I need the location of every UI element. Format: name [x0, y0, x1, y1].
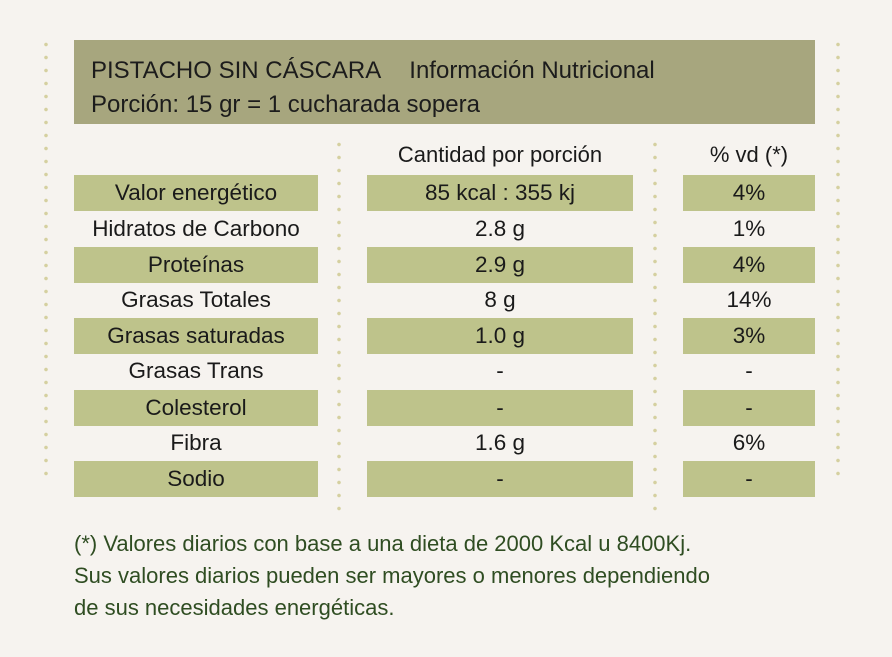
dotted-border-right: [836, 38, 840, 484]
nutrient-name: Valor energético: [74, 175, 318, 211]
column-header-amount: Cantidad por porción: [397, 142, 603, 167]
nutrient-amount: 2.8 g: [474, 216, 526, 241]
nutrient-daily-value: 4%: [683, 247, 815, 283]
nutrient-daily-value: -: [683, 461, 815, 497]
nutrient-daily-value: 3%: [683, 318, 815, 354]
nutrient-amount: 2.9 g: [367, 247, 633, 283]
nutrient-name: Grasas saturadas: [74, 318, 318, 354]
header-title-line: PISTACHO SIN CÁSCARA Información Nutricio…: [91, 54, 815, 88]
footnote: (*) Valores diarios con base a una dieta…: [74, 528, 874, 624]
nutrient-name: Colesterol: [74, 390, 318, 426]
nutrient-daily-value: 14%: [726, 287, 772, 312]
nutrient-name: Grasas Trans: [128, 358, 264, 383]
nutrient-amount: -: [367, 461, 633, 497]
nutrient-daily-value: -: [745, 358, 753, 383]
footnote-line-3: de sus necesidades energéticas.: [74, 595, 395, 620]
nutrient-amount: 1.6 g: [474, 430, 526, 455]
nutrient-amount: -: [367, 390, 633, 426]
nutrient-name: Fibra: [170, 430, 222, 455]
nutrient-name: Proteínas: [74, 247, 318, 283]
column-header-daily-value: % vd (*): [709, 142, 789, 167]
nutrition-info-title: Información Nutricional: [409, 57, 655, 84]
footnote-line-2: Sus valores diarios pueden ser mayores o…: [74, 563, 710, 588]
nutrient-amount: 85 kcal : 355 kj: [367, 175, 633, 211]
nutrient-daily-value: 6%: [732, 430, 766, 455]
nutrient-daily-value: -: [683, 390, 815, 426]
nutrient-name: Hidratos de Carbono: [92, 216, 300, 241]
nutrient-amount: 1.0 g: [367, 318, 633, 354]
column-divider-2: [653, 138, 657, 514]
column-divider-1: [337, 138, 341, 514]
dotted-border-left: [44, 38, 48, 484]
serving-size: Porción: 15 gr = 1 cucharada sopera: [91, 91, 480, 118]
nutrient-daily-value: 4%: [683, 175, 815, 211]
nutrient-name: Sodio: [74, 461, 318, 497]
nutrient-daily-value: 1%: [732, 216, 766, 241]
nutrient-amount: -: [496, 358, 504, 383]
nutrient-amount: 8 g: [484, 287, 516, 312]
label-header: PISTACHO SIN CÁSCARA Información Nutricio…: [74, 40, 815, 124]
nutrient-name: Grasas Totales: [121, 287, 271, 312]
product-name: PISTACHO SIN CÁSCARA: [91, 57, 382, 84]
footnote-line-1: (*) Valores diarios con base a una dieta…: [74, 531, 692, 556]
